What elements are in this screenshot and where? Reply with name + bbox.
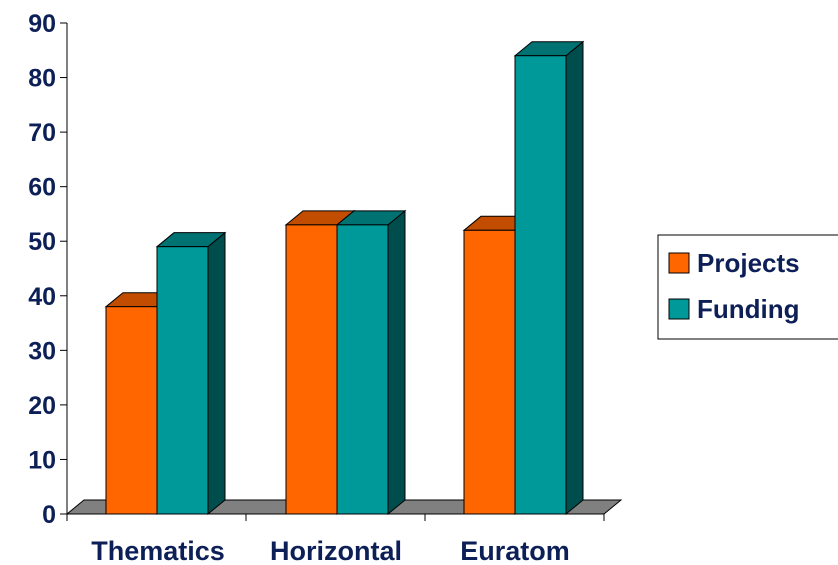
legend: Projects Funding bbox=[657, 234, 838, 340]
x-category-label: Thematics bbox=[91, 536, 225, 565]
x-axis: Thematics Horizontal Euratom bbox=[66, 513, 605, 565]
bar bbox=[155, 231, 227, 516]
bar bbox=[513, 40, 585, 516]
y-tick-label: 0 bbox=[42, 501, 56, 529]
bar-side bbox=[387, 209, 406, 516]
y-tick-label: 60 bbox=[28, 174, 56, 202]
legend-box bbox=[657, 234, 838, 340]
y-tick-label: 90 bbox=[28, 10, 56, 38]
bar-front bbox=[105, 306, 158, 515]
bar-front bbox=[285, 224, 338, 515]
legend-label: Projects bbox=[697, 248, 800, 278]
x-category-label: Horizontal bbox=[270, 536, 402, 565]
bar-front bbox=[156, 246, 209, 515]
y-tick-label: 50 bbox=[28, 228, 56, 256]
y-tick-label: 20 bbox=[28, 392, 56, 420]
y-tick-label: 10 bbox=[28, 446, 56, 474]
bars bbox=[104, 40, 585, 516]
y-tick-label: 30 bbox=[28, 337, 56, 365]
legend-swatch bbox=[668, 298, 690, 320]
bar-front bbox=[336, 224, 389, 515]
x-category-label: Euratom bbox=[460, 536, 570, 565]
bar bbox=[335, 209, 407, 516]
bar-side bbox=[207, 231, 226, 516]
bar-front bbox=[514, 55, 567, 515]
legend-swatch bbox=[668, 252, 690, 274]
bar-side bbox=[565, 40, 584, 516]
y-tick-label: 80 bbox=[28, 65, 56, 93]
y-axis: 0 10 20 30 40 50 60 70 80 90 bbox=[28, 10, 68, 529]
y-tick-label: 40 bbox=[28, 283, 56, 311]
legend-label: Funding bbox=[697, 294, 800, 324]
bar-front bbox=[463, 229, 516, 515]
y-tick-label: 70 bbox=[28, 119, 56, 147]
